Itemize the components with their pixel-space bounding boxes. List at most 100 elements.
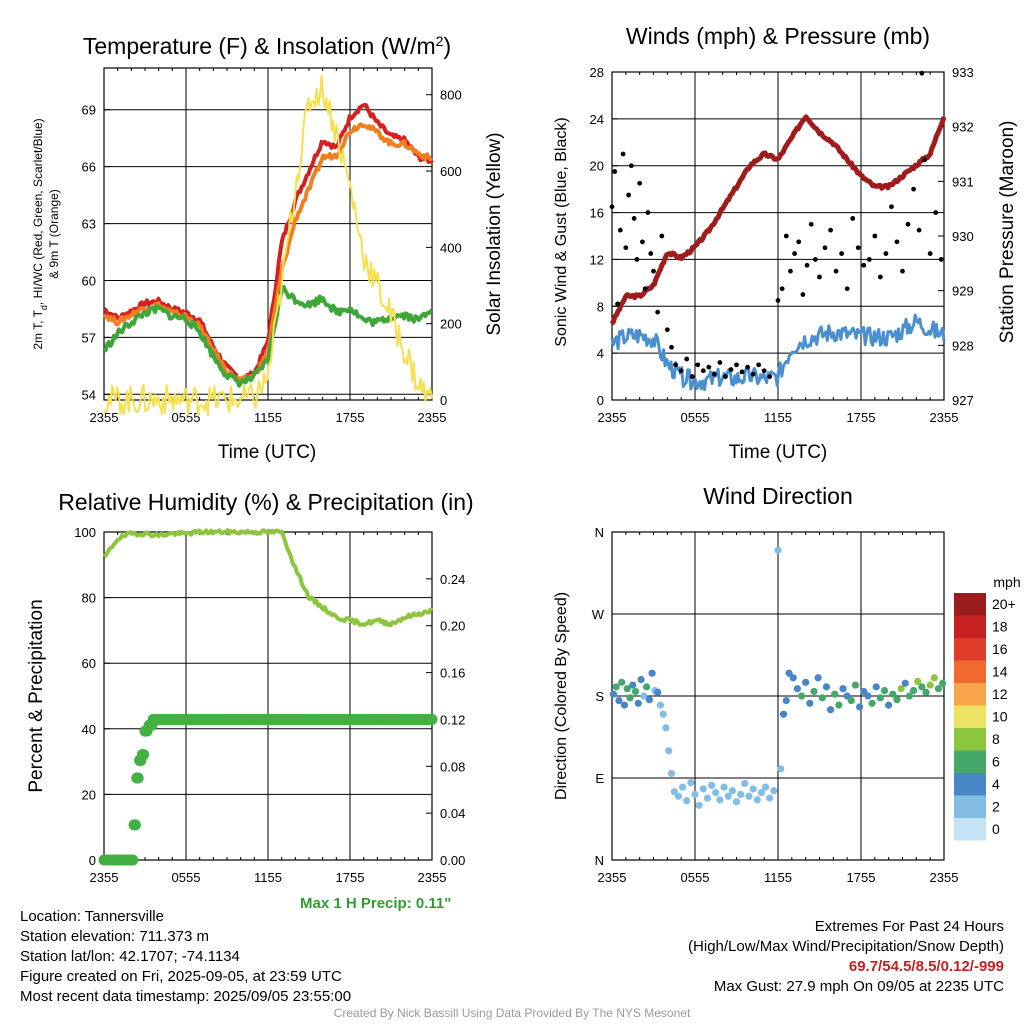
- direction-point: [766, 794, 774, 802]
- precip-point: [138, 749, 150, 761]
- gust-point: [933, 210, 939, 215]
- direction-point: [662, 724, 670, 732]
- y-right-tick-label: 0.16: [440, 666, 465, 681]
- gust-point: [756, 362, 762, 368]
- gust-point: [877, 274, 883, 280]
- temperature-ylabel-right: Solar Insolation (Yellow): [484, 132, 505, 335]
- gust-point: [872, 233, 878, 239]
- direction-point: [699, 785, 707, 793]
- gust-point: [664, 327, 670, 333]
- gust-point: [822, 245, 828, 251]
- gust-point: [612, 169, 618, 174]
- gust-point: [695, 362, 701, 368]
- x-tick-label: 1155: [254, 870, 282, 885]
- y-tick-label: 63: [82, 217, 96, 232]
- direction-point: [674, 792, 683, 800]
- gust-point: [609, 204, 615, 210]
- legend-swatch: [954, 638, 986, 661]
- temperature-series-line: [103, 284, 434, 388]
- direction-point: [901, 679, 909, 687]
- direction-point: [806, 699, 814, 707]
- y-right-tick-label: 400: [440, 240, 462, 255]
- direction-point: [939, 679, 947, 687]
- direction-point: [732, 798, 741, 806]
- gust-point: [788, 268, 793, 274]
- gust-point: [655, 309, 661, 315]
- gust-point: [817, 274, 822, 280]
- y-tick-label: W: [592, 607, 605, 622]
- y-tick-label: E: [595, 771, 604, 786]
- direction-point: [777, 765, 785, 773]
- gust-point: [839, 251, 845, 256]
- x-tick-label: 0555: [681, 870, 710, 885]
- temperature-series-line: [103, 74, 433, 417]
- direction-point: [712, 788, 720, 797]
- direction-point: [922, 688, 930, 696]
- direction-point: [864, 692, 872, 700]
- gust-point: [861, 262, 867, 268]
- x-tick-label: 1755: [847, 870, 876, 885]
- gust-point: [844, 286, 850, 292]
- direction-point: [623, 685, 631, 693]
- y-tick-label: 0: [89, 853, 96, 868]
- x-tick-label: 2355: [598, 410, 627, 425]
- temperature-ylabel-left-line2: & 9m T (Orange): [47, 189, 61, 279]
- direction-point: [749, 785, 757, 793]
- y-right-tick-label: 0.12: [440, 712, 465, 727]
- legend-label: 4: [992, 776, 1000, 792]
- direction-point: [905, 692, 914, 700]
- direction-point: [814, 674, 822, 682]
- precip-point: [127, 854, 139, 866]
- figure-created: Figure created on Fri, 2025-09-05, at 23…: [20, 968, 342, 985]
- y-tick-label: 20: [590, 159, 604, 174]
- x-tick-label: 2355: [418, 410, 447, 425]
- gust-point: [775, 298, 781, 303]
- direction-point: [708, 781, 716, 789]
- gust-point: [804, 262, 810, 268]
- y-tick-label: 28: [590, 65, 604, 80]
- direction-point: [893, 696, 901, 704]
- x-tick-label: 2355: [930, 870, 959, 885]
- legend-label: 12: [992, 686, 1008, 702]
- plot-frame: [103, 67, 433, 401]
- y-right-tick-label: 0.04: [440, 806, 465, 821]
- direction-point: [728, 787, 736, 795]
- gust-point: [828, 227, 833, 233]
- direction-point: [634, 699, 642, 707]
- direction-point: [831, 690, 839, 698]
- gust-point: [855, 245, 861, 251]
- gust-point: [938, 257, 944, 262]
- direction-point: [785, 669, 793, 677]
- direction-point: [626, 694, 634, 702]
- y-right-tick-label: 931: [952, 174, 974, 189]
- gust-point: [750, 371, 756, 377]
- direction-point: [889, 690, 897, 698]
- gust-point: [651, 268, 656, 274]
- legend-label: 14: [992, 664, 1008, 680]
- x-tick-label: 2355: [90, 870, 119, 885]
- direction-point: [822, 683, 831, 691]
- direction-point: [856, 703, 864, 711]
- y-tick-label: 40: [82, 722, 96, 737]
- gust-point: [889, 204, 894, 210]
- plot-frame: [611, 71, 945, 401]
- station-info: Location: Tannersville Station elevation…: [20, 907, 351, 1007]
- gust-point: [783, 233, 789, 239]
- gust-point: [645, 210, 651, 215]
- gust-point: [642, 286, 648, 292]
- max-gust: Max Gust: 27.9 mph On 09/05 at 2235 UTC: [713, 978, 1004, 995]
- gust-point: [711, 371, 717, 377]
- gust-point: [866, 257, 872, 262]
- y-tick-label: 16: [590, 206, 604, 221]
- gust-point: [723, 374, 728, 379]
- direction-point: [918, 683, 926, 691]
- temperature-ylabel-left: 2m T, Td, HI/WC (Red, Green, Scarlet/Blu…: [31, 118, 49, 349]
- direction-point: [793, 685, 801, 693]
- legend-label: 18: [992, 619, 1008, 635]
- legend-swatch: [954, 818, 986, 841]
- direction-point: [687, 778, 695, 787]
- legend-label: 2: [992, 799, 1000, 815]
- direction-point: [843, 692, 851, 700]
- station-location: Location: Tannersville: [20, 908, 164, 925]
